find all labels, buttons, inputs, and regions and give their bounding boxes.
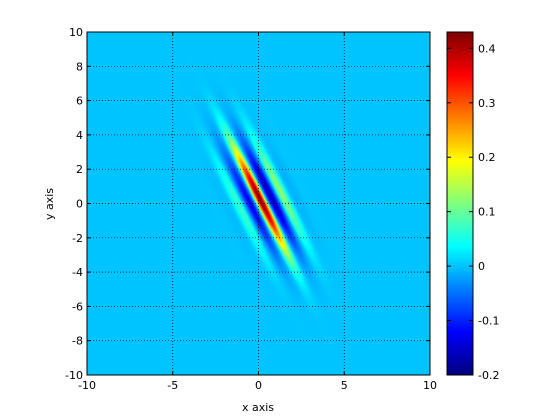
colorbar-frame (446, 31, 474, 376)
colorbar-tick-label: 0 (478, 260, 485, 273)
colorbar-tick-label: 0.2 (478, 151, 496, 164)
y-tick-label: 10 (69, 26, 83, 39)
x-tick-label: 5 (341, 379, 348, 392)
y-tick-label: -2 (72, 232, 83, 245)
y-tick-label: -10 (65, 369, 83, 382)
x-tick-label: -5 (167, 379, 178, 392)
y-tick-label: 4 (76, 129, 83, 142)
y-tick-label: -8 (72, 335, 83, 348)
x-axis-label: x axis (242, 401, 274, 414)
colorbar-tick-label: -0.2 (478, 369, 499, 382)
y-axis-label: y axis (43, 188, 56, 220)
colorbar-tick-label: 0.1 (478, 206, 496, 219)
colorbar-gradient (447, 32, 473, 375)
y-tick-label: -4 (72, 266, 83, 279)
y-tick-label: 8 (76, 60, 83, 73)
colorbar-ticks: -0.2 -0.1 0 0.1 0.2 0.3 0.4 (447, 42, 499, 382)
y-axis-ticks: -10 -8 -6 -4 -2 0 2 4 6 8 10 (65, 26, 430, 382)
y-tick-label: 6 (76, 95, 83, 108)
x-tick-label: 0 (255, 379, 262, 392)
grid-lines (87, 32, 430, 375)
x-axis-ticks: -10 -5 0 5 10 (78, 32, 437, 392)
x-tick-label: -10 (78, 379, 96, 392)
colorbar: -0.2 -0.1 0 0.1 0.2 0.3 0.4 (446, 31, 499, 382)
colorbar-tick-label: 0.3 (478, 97, 496, 110)
plot-area: -10 -5 0 5 10 -10 -8 -6 -4 -2 0 2 4 6 8 10 (65, 26, 437, 392)
x-tick-label: 10 (423, 379, 437, 392)
colorbar-tick-label: 0.4 (478, 42, 496, 55)
y-tick-label: 0 (76, 198, 83, 211)
colorbar-tick-label: -0.1 (478, 315, 499, 328)
y-tick-label: -6 (72, 300, 83, 313)
y-tick-label: 2 (76, 163, 83, 176)
